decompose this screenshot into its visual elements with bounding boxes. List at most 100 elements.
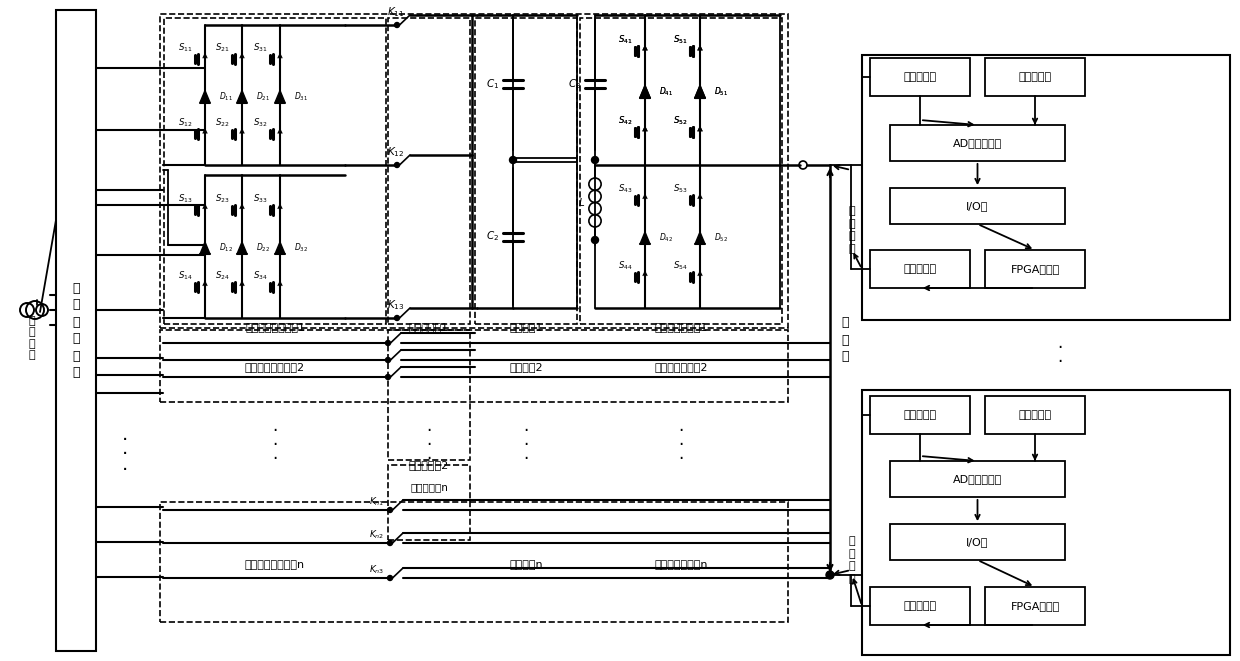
Text: $D_{11}$: $D_{11}$ bbox=[219, 91, 233, 102]
Text: 级联逆变器模块1: 级联逆变器模块1 bbox=[655, 322, 708, 332]
Text: $S_{41}$: $S_{41}$ bbox=[618, 34, 632, 46]
Text: $S_{33}$: $S_{33}$ bbox=[253, 192, 268, 205]
Bar bbox=[890, 461, 1065, 497]
Text: $S_{11}$: $S_{11}$ bbox=[177, 42, 192, 54]
Text: $S_{52}$: $S_{52}$ bbox=[673, 114, 687, 127]
Text: ·
·: · · bbox=[1058, 339, 1063, 371]
Text: 电流传感器: 电流传感器 bbox=[904, 72, 936, 82]
Circle shape bbox=[826, 571, 835, 579]
Circle shape bbox=[591, 157, 599, 163]
Text: $K_{n3}$: $K_{n3}$ bbox=[368, 564, 384, 576]
Text: $S_{12}$: $S_{12}$ bbox=[177, 117, 192, 130]
Polygon shape bbox=[640, 85, 650, 98]
Bar bbox=[56, 10, 95, 651]
Text: 三相三电平整流器2: 三相三电平整流器2 bbox=[246, 362, 305, 372]
Text: FPGA主控板: FPGA主控板 bbox=[1011, 264, 1060, 274]
Bar bbox=[985, 396, 1085, 434]
Text: 隔离开关组2: 隔离开关组2 bbox=[409, 460, 449, 470]
Polygon shape bbox=[200, 242, 210, 254]
Text: $K_{11}$: $K_{11}$ bbox=[387, 5, 404, 19]
Text: FPGA主控板: FPGA主控板 bbox=[1011, 601, 1060, 611]
Text: 隔离开关组n: 隔离开关组n bbox=[410, 482, 448, 492]
Text: $D_{42}$: $D_{42}$ bbox=[658, 232, 673, 245]
Circle shape bbox=[394, 22, 399, 28]
Text: $D_{41}$: $D_{41}$ bbox=[658, 85, 673, 98]
Text: ·: · bbox=[122, 446, 128, 465]
Text: I/O板: I/O板 bbox=[966, 537, 988, 547]
Bar bbox=[890, 524, 1065, 560]
Bar bbox=[388, 18, 470, 324]
Text: $C_1$: $C_1$ bbox=[486, 77, 498, 91]
Bar bbox=[164, 18, 386, 324]
Text: ·
·
·: · · · bbox=[427, 422, 432, 468]
Text: $K_{n2}$: $K_{n2}$ bbox=[368, 529, 384, 541]
Polygon shape bbox=[275, 242, 285, 254]
Polygon shape bbox=[237, 91, 247, 102]
Text: $S_{31}$: $S_{31}$ bbox=[253, 42, 268, 54]
Bar bbox=[985, 250, 1085, 288]
Text: 三
相
电
网: 三 相 电 网 bbox=[29, 315, 35, 360]
Bar bbox=[985, 587, 1085, 625]
Bar bbox=[862, 55, 1230, 320]
Polygon shape bbox=[237, 242, 247, 254]
Text: $D_{51}$: $D_{51}$ bbox=[714, 85, 728, 98]
Text: $D_{32}$: $D_{32}$ bbox=[294, 242, 309, 254]
Bar bbox=[870, 587, 970, 625]
Text: $D_{52}$: $D_{52}$ bbox=[714, 232, 728, 245]
Text: 驱动子电路: 驱动子电路 bbox=[904, 264, 936, 274]
Text: 电压传感器: 电压传感器 bbox=[1018, 72, 1052, 82]
Circle shape bbox=[387, 541, 393, 545]
Bar bbox=[475, 18, 577, 324]
Text: $K_{13}$: $K_{13}$ bbox=[387, 298, 404, 312]
Text: 牵
引
网: 牵 引 网 bbox=[841, 317, 848, 364]
Bar bbox=[160, 502, 787, 622]
Bar bbox=[388, 330, 470, 460]
Circle shape bbox=[387, 508, 393, 512]
Bar bbox=[580, 18, 782, 324]
Text: 电压传感器: 电压传感器 bbox=[1018, 410, 1052, 420]
Text: $S_{24}$: $S_{24}$ bbox=[215, 269, 229, 282]
Text: 开
关
信
号: 开 关 信 号 bbox=[848, 536, 856, 584]
Text: 三相三电平整流器1: 三相三电平整流器1 bbox=[246, 322, 305, 332]
Text: $D_{51}$: $D_{51}$ bbox=[714, 85, 728, 98]
Polygon shape bbox=[200, 91, 210, 102]
Text: 驱动子电路: 驱动子电路 bbox=[904, 601, 936, 611]
Bar bbox=[890, 188, 1065, 224]
Text: AD采样子电路: AD采样子电路 bbox=[952, 474, 1002, 484]
Text: ·: · bbox=[122, 461, 128, 479]
Circle shape bbox=[394, 315, 399, 321]
Text: 级联逆变器模块2: 级联逆变器模块2 bbox=[655, 362, 708, 372]
Text: $S_{42}$: $S_{42}$ bbox=[618, 114, 632, 127]
Text: ·
·
·: · · · bbox=[523, 422, 528, 468]
Circle shape bbox=[394, 163, 399, 167]
Text: $S_{54}$: $S_{54}$ bbox=[672, 259, 687, 272]
Text: $S_{52}$: $S_{52}$ bbox=[673, 114, 687, 127]
Bar bbox=[870, 58, 970, 96]
Bar bbox=[890, 125, 1065, 161]
Text: 隔离开关组1: 隔离开关组1 bbox=[409, 322, 449, 332]
Text: ·
·
·: · · · bbox=[273, 422, 278, 468]
Circle shape bbox=[386, 375, 391, 379]
Text: $D_{41}$: $D_{41}$ bbox=[658, 85, 673, 98]
Polygon shape bbox=[694, 85, 706, 98]
Circle shape bbox=[387, 576, 393, 580]
Text: $S_{34}$: $S_{34}$ bbox=[253, 269, 268, 282]
Text: $S_{42}$: $S_{42}$ bbox=[618, 114, 632, 127]
Text: 多
绕
组
变
压
器: 多 绕 组 变 压 器 bbox=[72, 282, 79, 379]
Text: 直流环节2: 直流环节2 bbox=[510, 362, 543, 372]
Text: $K_{12}$: $K_{12}$ bbox=[387, 145, 404, 159]
Text: $D_{31}$: $D_{31}$ bbox=[294, 91, 309, 102]
Text: ·: · bbox=[122, 430, 128, 449]
Circle shape bbox=[386, 340, 391, 346]
Text: $S_{21}$: $S_{21}$ bbox=[215, 42, 229, 54]
Bar bbox=[862, 390, 1230, 655]
Text: $S_{51}$: $S_{51}$ bbox=[673, 34, 687, 46]
Text: $K_{n1}$: $K_{n1}$ bbox=[368, 496, 384, 508]
Text: $S_{23}$: $S_{23}$ bbox=[215, 192, 229, 205]
Text: $S_{32}$: $S_{32}$ bbox=[253, 117, 268, 130]
Polygon shape bbox=[640, 232, 650, 244]
Text: $L$: $L$ bbox=[578, 196, 585, 208]
Text: $S_{44}$: $S_{44}$ bbox=[618, 259, 632, 272]
Bar bbox=[160, 330, 787, 402]
Circle shape bbox=[386, 358, 391, 362]
